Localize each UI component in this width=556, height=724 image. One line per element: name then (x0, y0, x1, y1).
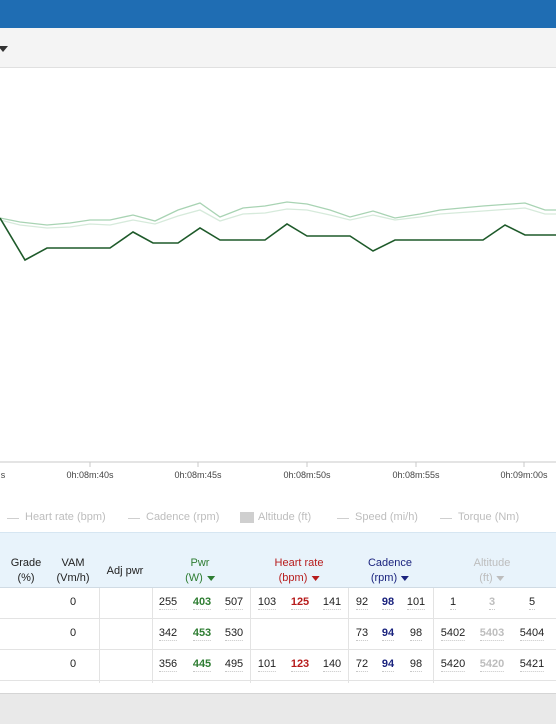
cadence-value: 98 (409, 627, 423, 641)
column-divider (99, 588, 100, 683)
pwr-value: 342 (158, 627, 178, 641)
vam-value: 0 (69, 627, 77, 639)
legend-dash (440, 518, 452, 519)
cadence-value: 92 (355, 596, 369, 610)
x-tick-label: 0h:08m:55s (392, 470, 440, 480)
cadence-value: 73 (355, 627, 369, 641)
hr-value: 140 (322, 658, 342, 672)
column-unit: (bpm) (279, 571, 320, 586)
altitude-value: 3 (488, 596, 496, 610)
legend-dash (128, 518, 140, 519)
altitude-value: 5 (528, 596, 536, 610)
hr-value: 123 (290, 658, 310, 672)
altitude-value: 1 (449, 596, 457, 610)
trace-light-2 (0, 207, 556, 229)
x-tick-label: 0h:08m:50s (283, 470, 331, 480)
altitude-value: 5421 (519, 658, 545, 672)
cadence-value: 72 (355, 658, 369, 672)
x-tick-label: 0h:09m:00s (500, 470, 548, 480)
column-header[interactable]: Altitude (473, 557, 511, 569)
legend-item[interactable]: Speed (mi/h) (355, 511, 418, 523)
sort-arrow[interactable] (496, 575, 505, 581)
sort-arrow[interactable] (206, 575, 215, 581)
table-header (0, 532, 556, 588)
trace-light-1 (0, 201, 556, 226)
altitude-value: 5420 (440, 658, 466, 672)
trace-power (0, 217, 556, 262)
column-header[interactable]: Cadence (367, 557, 413, 569)
hr-value: 103 (257, 596, 277, 610)
table-row-partial (0, 693, 556, 724)
column-header: VAM (61, 557, 85, 569)
x-tick-marks (89, 462, 525, 467)
toolbar (0, 28, 556, 68)
legend-item[interactable]: Torque (Nm) (458, 511, 520, 523)
column-unit: (Vm/h) (56, 572, 90, 584)
altitude-value: 5403 (479, 627, 505, 641)
column-header: Grade (10, 557, 42, 569)
dropdown-caret[interactable] (0, 46, 8, 52)
hr-value: 141 (322, 596, 342, 610)
column-divider (152, 588, 153, 683)
column-divider (348, 588, 349, 683)
column-header[interactable]: Pwr (190, 557, 210, 569)
column-unit: (%) (17, 572, 35, 584)
column-unit: (rpm) (371, 571, 410, 586)
column-header: Adj pwr (106, 565, 144, 577)
pwr-value: 445 (192, 658, 212, 672)
altitude-value: 5420 (479, 658, 505, 672)
legend-item[interactable]: Heart rate (bpm) (25, 511, 106, 523)
top-bar (0, 0, 556, 28)
pwr-value: 530 (224, 627, 244, 641)
vam-value: 0 (69, 658, 77, 670)
row-divider (0, 618, 556, 619)
row-divider (0, 680, 556, 681)
x-tick-label: 0h:08m:45s (174, 470, 222, 480)
column-divider (433, 588, 434, 683)
row-divider (0, 649, 556, 650)
column-unit: (ft) (479, 571, 505, 586)
sort-arrow[interactable] (401, 575, 410, 581)
pwr-value: 453 (192, 627, 212, 641)
column-header[interactable]: Heart rate (274, 557, 324, 569)
pwr-value: 356 (158, 658, 178, 672)
vam-value: 0 (69, 596, 77, 608)
legend-dash (337, 518, 349, 519)
legend-item[interactable]: Altitude (ft) (258, 511, 312, 523)
cadence-value: 94 (381, 627, 395, 641)
hr-value: 101 (257, 658, 277, 672)
legend-dash (7, 518, 19, 519)
cadence-value: 94 (381, 658, 395, 672)
pwr-value: 255 (158, 596, 178, 610)
pwr-value: 507 (224, 596, 244, 610)
cadence-value: 101 (406, 596, 426, 610)
pwr-value: 495 (224, 658, 244, 672)
altitude-value: 5402 (440, 627, 466, 641)
legend-item[interactable]: Cadence (rpm) (146, 511, 220, 523)
x-tick-label: s (0, 470, 6, 480)
legend-swatch (240, 512, 254, 523)
sort-arrow[interactable] (311, 575, 320, 581)
column-unit: (W) (185, 571, 215, 586)
pwr-value: 403 (192, 596, 212, 610)
cadence-value: 98 (381, 596, 395, 610)
column-divider (250, 588, 251, 683)
hr-value: 125 (290, 596, 310, 610)
altitude-value: 5404 (519, 627, 545, 641)
cadence-value: 98 (409, 658, 423, 672)
x-tick-label: 0h:08m:40s (66, 470, 114, 480)
chart (0, 201, 556, 467)
